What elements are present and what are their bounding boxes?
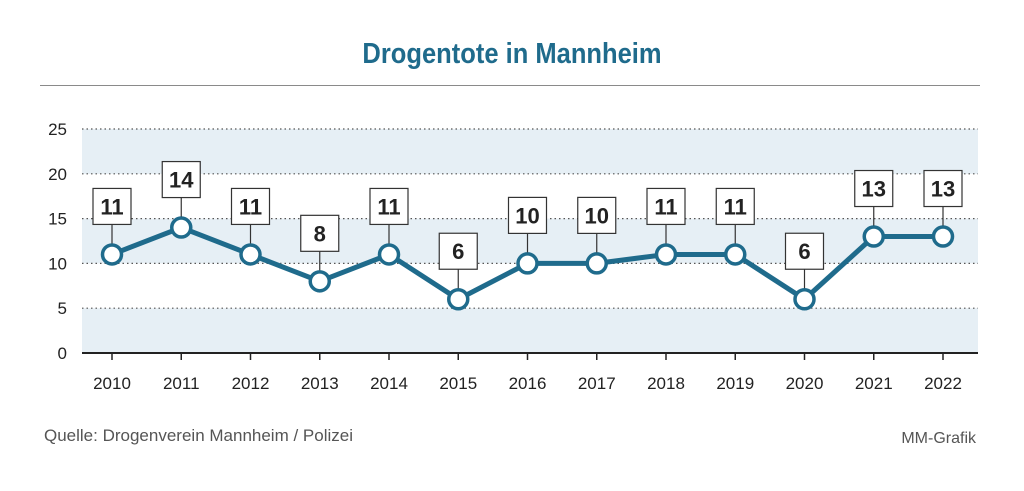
x-tick-label: 2015 [439, 374, 477, 393]
data-label-box [369, 187, 409, 226]
y-tick-label: 25 [48, 120, 67, 139]
data-label: 11 [654, 194, 677, 219]
data-label: 11 [724, 194, 747, 219]
source-note: Quelle: Drogenverein Mannheim / Polizei [44, 426, 353, 445]
data-label-box [854, 169, 894, 208]
y-tick-label: 20 [48, 165, 67, 184]
x-tick-label: 2020 [786, 374, 824, 393]
y-tick-label: 15 [48, 210, 67, 229]
data-label: 10 [515, 203, 539, 228]
data-point [724, 243, 747, 266]
x-tick-label: 2022 [924, 374, 962, 393]
x-tick-label: 2010 [93, 374, 131, 393]
data-points [100, 216, 955, 311]
data-label: 8 [314, 221, 326, 246]
x-axis: 2010 2011 2012 2013 2014 2015 2016 2017 2018 2019… [82, 352, 978, 393]
graphic-credit: MM-Grafik [901, 430, 976, 447]
data-point [793, 287, 816, 311]
data-point [931, 225, 955, 248]
x-tick-label: 2018 [647, 374, 685, 393]
data-point [862, 225, 885, 248]
data-point [377, 243, 401, 266]
data-label-box [300, 214, 340, 252]
data-label: 14 [169, 168, 194, 193]
data-labels: 11 14 11 8 11 6 10 10 11 11 6 13 13 [92, 160, 963, 289]
x-tick-label: 2011 [163, 374, 200, 393]
data-label: 11 [100, 194, 123, 219]
band-0-5 [82, 308, 978, 353]
data-label-box [230, 187, 271, 226]
data-label-box [784, 232, 825, 270]
x-tick-label: 2012 [232, 374, 270, 393]
x-tick-label: 2019 [716, 374, 754, 393]
data-label: 6 [452, 239, 464, 264]
data-label-box [715, 187, 755, 226]
data-point [239, 243, 262, 266]
data-label-box [92, 187, 132, 226]
data-label: 10 [585, 203, 609, 228]
data-point [308, 270, 331, 293]
data-point [654, 243, 678, 266]
x-tick-label: 2013 [301, 374, 339, 393]
band-20-25 [82, 129, 978, 174]
background-bands [82, 129, 978, 353]
data-point [170, 216, 193, 239]
title-divider [40, 85, 980, 86]
y-tick-label: 0 [58, 344, 67, 363]
data-label-box [507, 196, 548, 234]
x-tick-label: 2016 [509, 374, 547, 393]
data-label: 6 [798, 239, 810, 264]
y-tick-label: 5 [58, 299, 67, 318]
data-point [100, 243, 124, 266]
x-tick-label: 2014 [370, 374, 408, 393]
data-label-box [161, 160, 201, 199]
x-tick-label: 2021 [855, 374, 893, 393]
data-label: 11 [377, 194, 400, 219]
data-label: 13 [862, 177, 886, 202]
data-label-box [577, 196, 617, 234]
data-label-box [923, 169, 963, 208]
x-tick-label: 2017 [578, 374, 616, 393]
data-point [585, 252, 608, 275]
data-point [447, 287, 470, 311]
y-tick-label: 10 [48, 254, 67, 273]
data-label: 13 [931, 177, 955, 202]
data-label: 11 [239, 194, 262, 219]
data-label-box [438, 232, 478, 270]
data-label-box [646, 187, 686, 226]
y-axis-ticks: 0 5 10 15 20 25 [48, 120, 67, 363]
chart-title: Drogentote in Mannheim [362, 38, 662, 70]
data-point [516, 252, 539, 275]
